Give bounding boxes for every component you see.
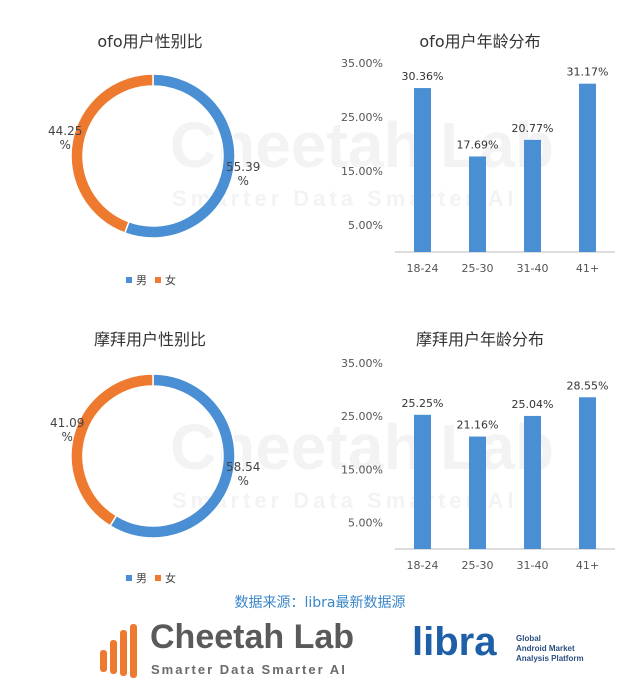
chart-title: 摩拜用户年龄分布 bbox=[415, 330, 544, 349]
bar-25-30 bbox=[469, 436, 486, 549]
x-tick-label: 18-24 bbox=[407, 559, 439, 572]
legend-swatch bbox=[155, 575, 161, 581]
pie-chart bbox=[70, 73, 236, 239]
legend-swatch bbox=[155, 277, 161, 283]
legend-item-female: 女 bbox=[155, 272, 176, 288]
x-tick-label: 25-30 bbox=[462, 262, 494, 275]
logo-bar bbox=[120, 630, 127, 676]
bar-value-label: 28.55% bbox=[567, 379, 609, 392]
bar-31-40 bbox=[524, 139, 541, 252]
bar-41+ bbox=[579, 397, 596, 549]
bar-chart: 5.00% 15.00% 25.00% 35.00% 30.36% 18-24 17.69%… bbox=[341, 57, 615, 275]
pie-label-female: 44.25% bbox=[48, 124, 83, 152]
pie-panel-ofo: ofo用户性别比 55.39% 44.25% 男 女 bbox=[0, 0, 300, 300]
x-tick-label: 41+ bbox=[576, 262, 599, 275]
pie-label-male: 55.39% bbox=[226, 160, 261, 188]
footer-logos: Cheetah Lab Smarter Data Smarter AI libr… bbox=[0, 618, 640, 694]
logo-bar bbox=[100, 650, 107, 672]
bar-chart: 5.00% 15.00% 25.00% 35.00% 25.25% 18-24 21.16%… bbox=[341, 357, 615, 572]
legend-swatch bbox=[126, 277, 132, 283]
y-tick-label: 15.00% bbox=[341, 463, 383, 476]
libra-tagline: Global Android Market Analysis Platform bbox=[516, 634, 584, 664]
bar-31-40 bbox=[524, 415, 541, 549]
data-source-note: 数据来源：libra最新数据源 bbox=[234, 595, 406, 611]
logo-bar bbox=[130, 624, 137, 678]
libra-tagline-line: Android Market bbox=[516, 644, 575, 653]
bar-value-label: 21.16% bbox=[457, 419, 499, 432]
y-tick-label: 25.00% bbox=[341, 410, 383, 423]
pie-slice-male bbox=[109, 373, 236, 539]
pie-label-male: 58.54% bbox=[226, 460, 261, 488]
bar-value-label: 25.25% bbox=[402, 397, 444, 410]
y-tick-label: 25.00% bbox=[341, 111, 383, 124]
bar-panel-mobike: 摩拜用户年龄分布 5.00% 15.00% 25.00% 35.00% 25.25% 18… bbox=[320, 300, 640, 590]
libra-tagline-line: Analysis Platform bbox=[516, 654, 584, 663]
pie-slice-female bbox=[70, 373, 154, 527]
chart-title: ofo用户年龄分布 bbox=[419, 32, 541, 51]
libra-tagline-line: Global bbox=[516, 634, 541, 643]
pie-label-female: 41.09% bbox=[50, 416, 85, 444]
pie-chart bbox=[70, 373, 236, 539]
y-tick-label: 35.00% bbox=[341, 357, 383, 370]
chart-title: 摩拜用户性别比 bbox=[93, 330, 206, 349]
pie-slice-male bbox=[123, 73, 236, 239]
chart-title: ofo用户性别比 bbox=[97, 32, 203, 51]
x-tick-label: 25-30 bbox=[462, 559, 494, 572]
y-tick-label: 35.00% bbox=[341, 57, 383, 70]
legend-item-male: 男 bbox=[126, 272, 147, 288]
logo-bar bbox=[110, 640, 117, 674]
cheetah-lab-logo-text: Cheetah Lab bbox=[150, 618, 355, 656]
legend-label: 女 bbox=[165, 572, 176, 585]
x-tick-label: 31-40 bbox=[517, 262, 549, 275]
bar-value-label: 25.04% bbox=[512, 398, 554, 411]
legend-label: 男 bbox=[136, 274, 147, 287]
y-tick-label: 5.00% bbox=[348, 219, 383, 232]
pie-slice-female bbox=[70, 73, 154, 234]
legend-label: 女 bbox=[165, 274, 176, 287]
bar-18-24 bbox=[414, 88, 431, 252]
legend-swatch bbox=[126, 575, 132, 581]
bar-25-30 bbox=[469, 156, 486, 252]
bar-18-24 bbox=[414, 414, 431, 549]
x-tick-label: 41+ bbox=[576, 559, 599, 572]
legend-item-female: 女 bbox=[155, 570, 176, 586]
bar-panel-ofo: ofo用户年龄分布 5.00% 15.00% 25.00% 35.00% 30.36% 1… bbox=[320, 0, 640, 300]
x-tick-label: 31-40 bbox=[517, 559, 549, 572]
bar-41+ bbox=[579, 83, 596, 252]
pie-panel-mobike: 摩拜用户性别比 58.54% 41.09% 男 女 bbox=[0, 300, 300, 590]
x-tick-label: 18-24 bbox=[407, 262, 439, 275]
legend: 男 女 bbox=[126, 272, 176, 288]
libra-logo-text: libra bbox=[412, 620, 497, 664]
cheetah-logo-icon bbox=[100, 624, 137, 678]
bar-value-label: 20.77% bbox=[512, 122, 554, 135]
bar-value-label: 31.17% bbox=[567, 66, 609, 79]
y-tick-label: 5.00% bbox=[348, 516, 383, 529]
y-tick-label: 15.00% bbox=[341, 165, 383, 178]
bar-value-label: 30.36% bbox=[402, 70, 444, 83]
bar-value-label: 17.69% bbox=[457, 138, 499, 151]
cheetah-lab-tagline: Smarter Data Smarter AI bbox=[151, 662, 347, 677]
legend-label: 男 bbox=[136, 572, 147, 585]
legend-item-male: 男 bbox=[126, 570, 147, 586]
legend: 男 女 bbox=[126, 570, 176, 586]
